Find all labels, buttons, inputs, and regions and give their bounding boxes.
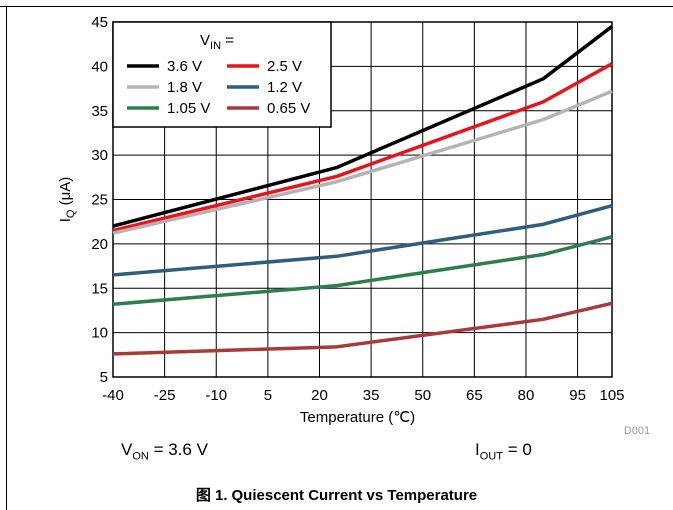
y-tick-label: 25 [91, 192, 108, 209]
legend-entry-label: 1.05 V [167, 100, 210, 117]
series-line [112, 25, 614, 228]
x-tick-label: -25 [154, 387, 176, 404]
series-line [112, 62, 613, 233]
x-tick-label: 80 [518, 387, 535, 404]
x-tick-label: 5 [264, 387, 272, 404]
legend-entry-label: 1.8 V [167, 79, 202, 96]
legend-entry-label: 3.6 V [167, 58, 202, 75]
x-axis-title: Temperature (℃) [300, 409, 415, 426]
x-tick-label: 105 [599, 387, 624, 404]
line-chart: -40 -25 -10 5 20 35 50 65 80 95 105 5 10 15 20 25 30 35 40… [57, 14, 650, 437]
x-tick-label: 20 [311, 387, 328, 404]
y-axis-title: IQ (μA) [57, 177, 77, 223]
figure-caption: 图 1. Quiescent Current vs Temperature [0, 484, 673, 505]
y-tick-label: 20 [91, 236, 108, 253]
frame-left-border [6, 6, 7, 510]
series-line [112, 89, 613, 235]
y-tick-label: 10 [91, 325, 108, 342]
series-line [112, 204, 613, 277]
y-tick-label: 5 [100, 369, 108, 386]
figure-number: 图 1. [195, 487, 228, 504]
legend-title: VIN = [200, 32, 234, 52]
series-line [112, 301, 613, 356]
x-tick-label: -40 [102, 387, 124, 404]
y-tick-label: 45 [91, 14, 108, 31]
figure-title: Quiescent Current vs Temperature [231, 487, 478, 504]
legend-entry-label: 1.2 V [267, 79, 302, 96]
x-tick-label: 50 [414, 387, 431, 404]
legend-entry-label: 2.5 V [267, 58, 302, 75]
y-tick-label: 40 [91, 58, 108, 75]
y-tick-label: 15 [91, 280, 108, 297]
y-tick-label: 35 [91, 103, 108, 120]
legend-entry-label: 0.65 V [267, 100, 310, 117]
frame-top-border [0, 6, 673, 7]
y-tick-label: 30 [91, 147, 108, 164]
x-tick-label: 35 [363, 387, 380, 404]
condition-iout: IOUT = 0 [475, 440, 532, 463]
figure-id-label: D001 [624, 425, 650, 437]
x-tick-label: -10 [205, 387, 227, 404]
x-tick-label: 65 [466, 387, 483, 404]
series-line [112, 235, 613, 306]
condition-von: VON = 3.6 V [121, 440, 208, 463]
plot-border [112, 21, 613, 378]
x-tick-label: 95 [569, 387, 586, 404]
